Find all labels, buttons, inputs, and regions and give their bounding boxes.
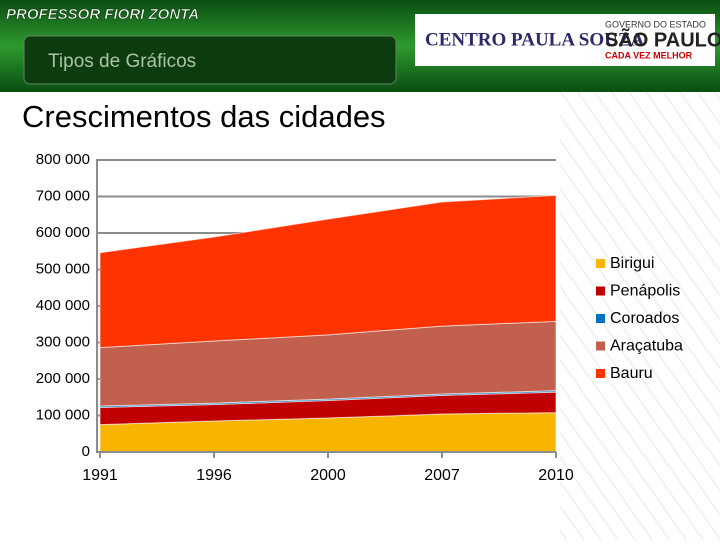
- legend-swatch: [596, 286, 605, 296]
- y-tick-label: 800 000: [36, 151, 90, 168]
- gov-state: SÃO PAULO: [605, 28, 720, 51]
- y-tick-label: 300 000: [36, 333, 90, 350]
- brand: PROFESSOR FIORI ZONTA: [6, 6, 199, 23]
- legend-label: Bauru: [610, 365, 653, 382]
- gov-motto: CADA VEZ MELHOR: [605, 50, 693, 60]
- x-tick-label: 1996: [196, 467, 232, 484]
- legend-swatch: [596, 341, 605, 351]
- legend-swatch: [596, 314, 605, 323]
- background-pattern: [560, 80, 720, 540]
- legend-label: Penápolis: [610, 283, 680, 300]
- legend-swatch: [596, 259, 605, 268]
- x-tick-label: 2007: [424, 467, 460, 484]
- y-tick-label: 0: [82, 443, 90, 460]
- y-tick-label: 200 000: [36, 370, 90, 387]
- chart-title: Crescimentos das cidades: [22, 99, 386, 134]
- chart: 0 100 000 200 000 300 000 400 000 500 000 600 …: [36, 151, 683, 484]
- x-tick-label: 1991: [82, 467, 118, 484]
- y-tick-label: 100 000: [36, 406, 90, 423]
- y-tick-label: 700 000: [36, 187, 90, 204]
- y-tick-label: 400 000: [36, 297, 90, 314]
- y-tick-label: 600 000: [36, 224, 90, 241]
- legend-swatch: [596, 369, 605, 378]
- logo-box: [415, 14, 715, 66]
- gov-line: GOVERNO DO ESTADO: [605, 19, 706, 29]
- area: [99, 194, 557, 349]
- legend-label: Araçatuba: [610, 338, 683, 355]
- section-title: Tipos de Gráficos: [48, 51, 196, 72]
- institution-logo: CENTRO PAULA SOUZA: [425, 29, 645, 50]
- x-tick-label: 2010: [538, 467, 574, 484]
- x-tick-label: 2000: [310, 467, 346, 484]
- legend-label: Birigui: [610, 255, 654, 272]
- legend-label: Coroados: [610, 310, 679, 327]
- section-box: [23, 35, 397, 85]
- y-tick-label: 500 000: [36, 260, 90, 277]
